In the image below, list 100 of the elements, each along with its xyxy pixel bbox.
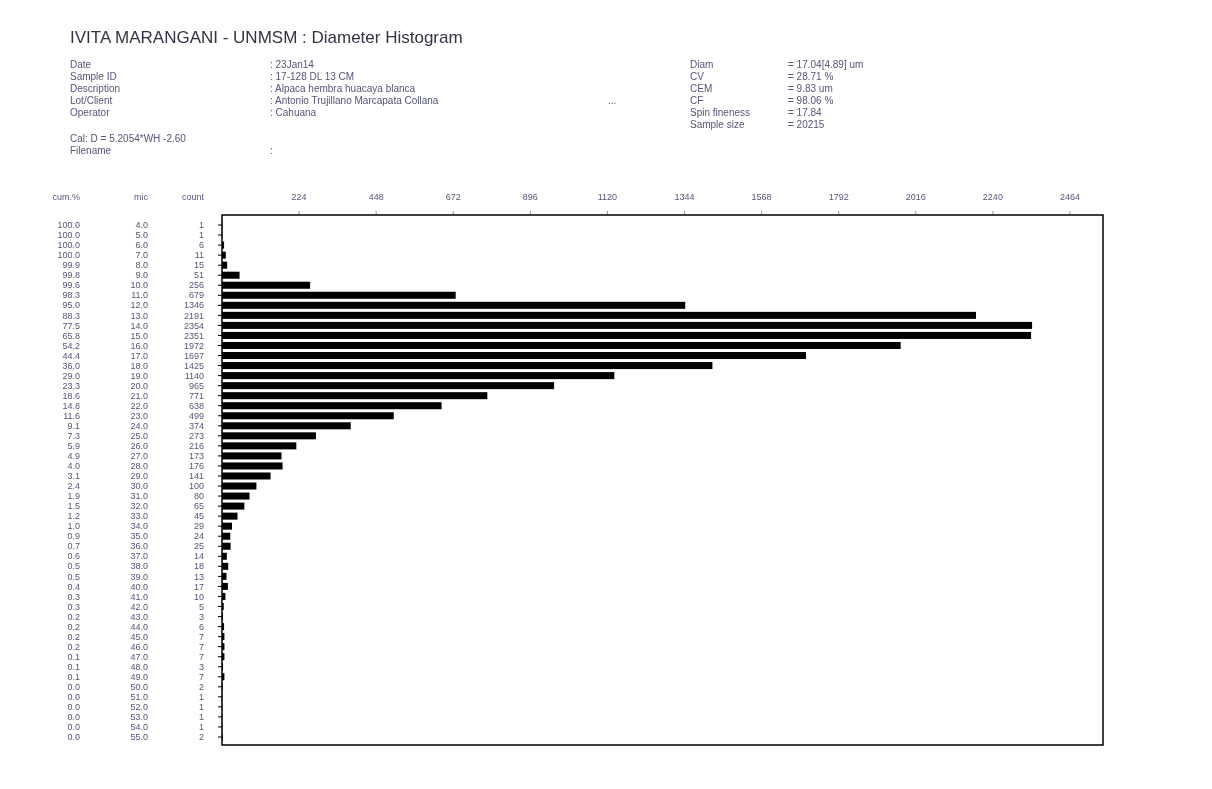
text: 0.5: [67, 561, 80, 572]
y-tick-label: 33.0: [130, 511, 148, 522]
y-tick-label: 43.0: [130, 611, 148, 622]
text: 0.6: [67, 551, 80, 562]
x-tick-label: 672: [445, 192, 461, 202]
text: 1.0: [67, 521, 80, 532]
text: 0.2: [67, 641, 80, 652]
data-label: 1972: [183, 340, 204, 351]
x-tick-label: 1792: [828, 192, 849, 202]
x-axis-title: count: [181, 192, 205, 202]
y-tick-label: 50.0: [130, 681, 148, 692]
data-label: 24: [193, 531, 204, 542]
text: 0.2: [67, 611, 80, 622]
y-tick-label: 52.0: [130, 702, 148, 713]
text: CV: [690, 71, 705, 82]
data-label: 6: [198, 621, 204, 632]
y-tick-label: 53.0: [130, 712, 148, 723]
data-label: 14: [193, 551, 204, 562]
text: 7.3: [67, 430, 80, 441]
text: cum.%: [52, 192, 80, 202]
text: CF: [690, 95, 704, 106]
data-label: 2191: [183, 310, 204, 321]
text: : Antonio Trujillano Marcapata Collana: [270, 95, 439, 106]
data-label: 1: [198, 220, 204, 231]
data-label: 51: [193, 270, 204, 281]
y-tick-label: 13.0: [130, 310, 148, 321]
y-tick-label: 6.0: [135, 240, 148, 251]
data-label: 80: [193, 491, 204, 502]
text: 0.0: [67, 712, 80, 723]
text: 54.2: [62, 340, 80, 351]
text: 0.0: [67, 691, 80, 702]
y-tick-label: 36.0: [130, 541, 148, 552]
y-tick-label: 22.0: [130, 400, 148, 411]
y-tick-label: 5.0: [135, 230, 148, 241]
y-tick-label: 23.0: [130, 410, 148, 421]
y-tick-label: 38.0: [130, 561, 148, 572]
text: 0.9: [67, 531, 80, 542]
y-tick-label: 14.0: [130, 320, 148, 331]
text: Date: [70, 59, 92, 70]
text: 0.3: [67, 601, 80, 612]
text: 95.0: [62, 300, 80, 311]
data-label: 1: [198, 702, 204, 713]
y-tick-label: 21.0: [130, 390, 148, 401]
data-label: 1: [198, 230, 204, 241]
data-label: 11: [194, 250, 204, 261]
data-label: 2351: [183, 330, 204, 341]
text: = 9.83 um: [788, 83, 833, 94]
data-label: 638: [188, 400, 204, 411]
y-tick-label: 37.0: [130, 551, 148, 562]
data-label: 771: [188, 390, 204, 401]
text: 98.3: [62, 290, 80, 301]
y-tick-label: 39.0: [130, 571, 148, 582]
x-tick-label: 224: [291, 192, 307, 202]
text: Operator: [70, 107, 111, 118]
text: Lot/Client: [70, 95, 113, 106]
y-tick-label: 19.0: [130, 370, 148, 381]
text: ...: [608, 95, 617, 106]
y-tick-label: 44.0: [130, 621, 148, 632]
text: 36.0: [62, 360, 80, 371]
text: 99.6: [62, 280, 80, 291]
data-label: 1: [198, 712, 204, 723]
y-tick-label: 4.0: [135, 220, 148, 231]
y-tick-label: 48.0: [130, 661, 148, 672]
text: : Alpaca hembra huacaya blanca: [270, 83, 416, 94]
data-label: 7: [198, 651, 204, 662]
text: 77.5: [62, 320, 80, 331]
data-label: 1: [198, 691, 204, 702]
y-tick-label: 30.0: [130, 481, 148, 492]
x-tick-label: 1568: [751, 192, 772, 202]
text: :: [270, 145, 273, 156]
text: 0.0: [67, 732, 80, 743]
y-tick-label: 42.0: [130, 601, 148, 612]
text: 4.0: [67, 461, 80, 472]
y-tick-label: 10.0: [130, 280, 148, 291]
data-label: 965: [188, 380, 204, 391]
data-label: 176: [188, 461, 204, 472]
text: 3.1: [67, 471, 80, 482]
data-label: 17: [193, 581, 204, 592]
text: 0.5: [67, 571, 80, 582]
data-label: 7: [198, 671, 204, 682]
data-label: 1425: [183, 360, 204, 371]
y-tick-label: 7.0: [135, 250, 148, 261]
text: 0.0: [67, 722, 80, 733]
text: = 17.84: [788, 107, 823, 118]
text: 14.8: [62, 400, 80, 411]
data-label: 45: [193, 511, 204, 522]
data-label: 2: [198, 681, 204, 692]
y-tick-label: 51.0: [130, 691, 148, 702]
y-tick-label: 41.0: [130, 591, 148, 602]
text: 5.9: [67, 441, 80, 452]
data-label: 13: [193, 571, 204, 582]
y-tick-label: 31.0: [130, 491, 148, 502]
text: 99.8: [62, 270, 80, 281]
data-label: 2: [198, 732, 204, 743]
data-label: 29: [193, 521, 204, 532]
y-tick-label: 17.0: [130, 350, 148, 361]
text: 0.3: [67, 591, 80, 602]
y-tick-label: 12.0: [130, 300, 148, 311]
data-label: 2354: [183, 320, 204, 331]
data-label: 7: [198, 641, 204, 652]
